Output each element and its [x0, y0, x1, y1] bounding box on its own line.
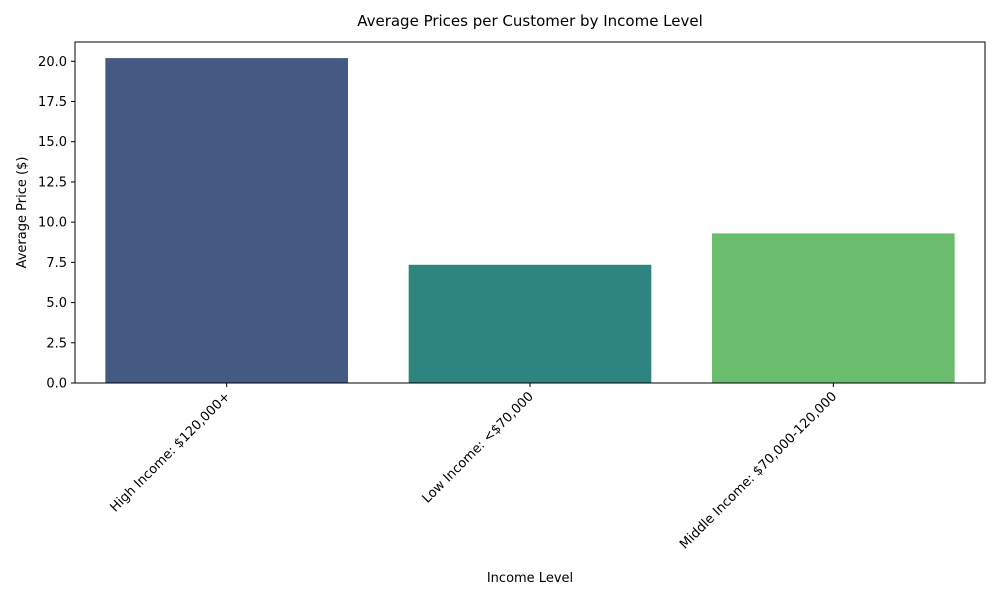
bar-3 [712, 233, 955, 383]
y-tick-label: 20.0 [38, 55, 67, 70]
y-tick-label: 0.0 [46, 377, 67, 392]
y-tick-label: 12.5 [38, 175, 67, 190]
y-tick-label: 10.0 [38, 216, 67, 231]
y-tick-label: 7.5 [46, 256, 67, 271]
y-tick-label: 2.5 [46, 336, 67, 351]
x-axis-label: Income Level [487, 571, 573, 586]
y-tick-label: 17.5 [38, 95, 67, 110]
bar-2 [408, 264, 652, 383]
y-tick-label: 15.0 [38, 135, 67, 150]
bar-1 [105, 58, 348, 384]
y-axis-label: Average Price ($) [15, 157, 30, 269]
y-tick-label: 5.0 [46, 296, 67, 311]
chart-title: Average Prices per Customer by Income Le… [357, 12, 703, 30]
